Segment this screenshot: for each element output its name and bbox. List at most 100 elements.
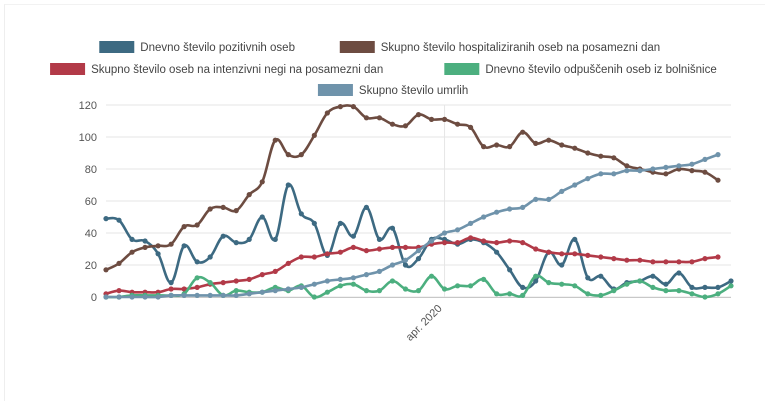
data-point[interactable] [454,121,461,127]
data-point[interactable] [559,251,565,257]
data-point[interactable] [285,182,291,188]
data-point[interactable] [520,292,526,298]
data-point[interactable] [507,267,513,273]
data-point[interactable] [402,257,409,263]
data-point[interactable] [533,246,539,252]
data-point[interactable] [559,188,565,194]
data-point[interactable] [272,288,278,294]
data-point[interactable] [481,214,487,220]
data-point[interactable] [467,220,474,226]
data-point[interactable] [103,294,109,300]
data-point[interactable] [285,152,291,158]
data-point[interactable] [376,246,383,252]
data-point[interactable] [168,292,174,298]
data-point[interactable] [520,284,526,290]
data-point[interactable] [676,288,682,294]
data-point[interactable] [220,292,226,298]
data-point[interactable] [481,276,487,282]
data-point[interactable] [181,243,187,249]
data-point[interactable] [702,294,708,300]
data-point[interactable] [546,196,552,202]
data-point[interactable] [481,144,487,150]
data-point[interactable] [689,291,695,297]
data-point[interactable] [350,275,356,281]
data-point[interactable] [572,182,578,188]
data-point[interactable] [116,217,122,223]
data-point[interactable] [298,211,304,217]
data-point[interactable] [155,243,161,249]
data-point[interactable] [298,152,304,158]
data-point[interactable] [363,288,370,294]
data-point[interactable] [507,206,513,212]
data-point[interactable] [233,292,239,298]
data-point[interactable] [233,208,239,214]
data-point[interactable] [142,238,148,244]
data-point[interactable] [715,152,721,158]
data-point[interactable] [220,233,226,239]
data-point[interactable] [428,273,435,279]
data-point[interactable] [103,267,109,273]
data-point[interactable] [363,204,370,210]
legend-item-dnevno-stevilo-odpuscenih-oseb-iz-bolnisnice[interactable]: Dnevno število odpuščenih oseb iz bolniš… [444,63,717,76]
data-point[interactable] [389,121,396,127]
data-point[interactable] [559,262,565,268]
data-point[interactable] [494,291,500,297]
data-point[interactable] [585,176,591,182]
data-point[interactable] [585,275,591,281]
data-point[interactable] [207,280,213,286]
data-point[interactable] [624,281,630,287]
data-point[interactable] [572,236,578,242]
data-point[interactable] [311,132,317,138]
data-point[interactable] [220,204,226,210]
data-point[interactable] [663,171,669,177]
data-point[interactable] [129,236,135,242]
data-point[interactable] [155,251,161,257]
data-point[interactable] [311,294,317,300]
data-point[interactable] [533,140,539,146]
data-point[interactable] [428,238,435,244]
data-point[interactable] [168,280,174,286]
data-point[interactable] [624,257,630,263]
data-point[interactable] [194,259,200,265]
data-point[interactable] [441,240,448,246]
data-point[interactable] [298,284,304,290]
data-point[interactable] [728,278,734,284]
data-point[interactable] [402,286,409,292]
data-point[interactable] [611,288,617,294]
data-point[interactable] [520,240,526,246]
data-point[interactable] [702,256,708,262]
data-point[interactable] [611,256,617,262]
data-point[interactable] [715,177,721,183]
data-point[interactable] [246,236,252,242]
data-point[interactable] [337,104,343,110]
data-point[interactable] [272,137,278,143]
legend-item-skupno-stevilo-umrlih[interactable]: Skupno število umrlih [317,84,468,97]
data-point[interactable] [246,276,252,282]
data-point[interactable] [546,249,552,255]
data-point[interactable] [598,273,604,279]
data-point[interactable] [259,289,265,295]
data-point[interactable] [454,240,461,246]
data-point[interactable] [572,283,578,289]
data-point[interactable] [481,238,487,244]
data-point[interactable] [598,292,604,298]
data-point[interactable] [598,254,604,260]
data-point[interactable] [324,289,330,295]
data-point[interactable] [311,254,317,260]
data-point[interactable] [467,124,474,130]
data-point[interactable] [507,238,513,244]
data-point[interactable] [559,281,565,287]
data-point[interactable] [546,137,552,143]
data-point[interactable] [311,220,317,226]
data-point[interactable] [494,209,500,215]
legend-item-dnevno-stevilo-pozitivnih-oseb[interactable]: Dnevno število pozitivnih oseb [99,41,295,54]
data-point[interactable] [728,283,734,289]
data-point[interactable] [572,145,578,151]
data-point[interactable] [272,236,278,242]
data-point[interactable] [441,230,448,236]
data-point[interactable] [116,260,122,266]
data-point[interactable] [116,288,122,294]
data-point[interactable] [611,155,617,161]
data-point[interactable] [572,251,578,257]
data-point[interactable] [428,116,435,122]
